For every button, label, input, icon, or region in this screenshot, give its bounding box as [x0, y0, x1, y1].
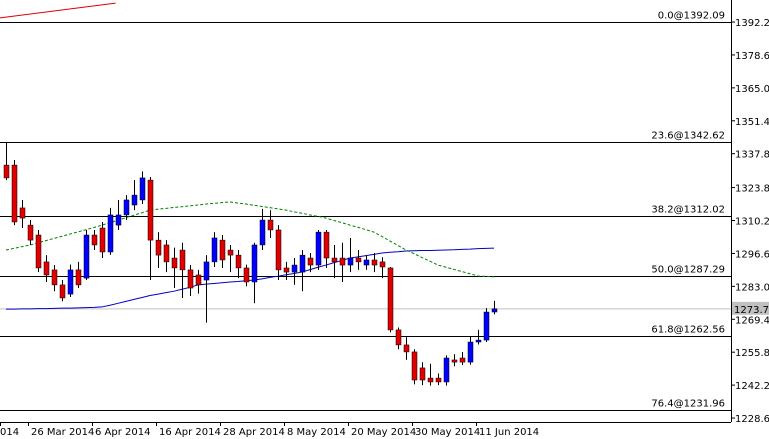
candle-body: [315, 231, 322, 266]
candle-body: [435, 377, 442, 383]
candle-body: [419, 367, 426, 381]
candle-body: [91, 234, 98, 246]
candle-body: [235, 254, 242, 269]
candle-body: [147, 179, 154, 241]
x-tick-label: 28 Apr 2014: [223, 427, 285, 438]
candle-body: [19, 207, 26, 219]
candle-body: [251, 244, 258, 283]
candle-body: [139, 177, 146, 201]
candle-body: [219, 239, 226, 261]
level-label: 0.0@1392.09: [658, 11, 725, 22]
x-tick-label: 20 May 2014: [351, 427, 416, 438]
candle-body: [443, 357, 450, 383]
candle-body: [355, 257, 362, 263]
candle-body: [43, 261, 50, 276]
candle-body: [363, 259, 370, 266]
candle-body: [291, 264, 298, 273]
candle-body: [387, 267, 394, 331]
x-tick-label: 30 May 2014: [415, 427, 480, 438]
moving-average: [5, 201, 495, 278]
candle-body: [347, 257, 354, 266]
candle-body: [195, 274, 202, 286]
trendline: [0, 2, 116, 19]
y-tick-label: 1228.60: [735, 414, 769, 425]
x-tick-label: 16 Apr 2014: [159, 427, 221, 438]
candle-body: [59, 284, 66, 299]
candle-body: [395, 329, 402, 346]
candle-body: [163, 244, 170, 263]
candle-body: [83, 234, 90, 279]
level-label: 76.4@1231.96: [651, 399, 725, 410]
y-tick-label: 1296.60: [735, 249, 769, 260]
candle-body: [131, 194, 138, 206]
y-tick-label: 1351.40: [735, 117, 769, 128]
candle-body: [283, 267, 290, 273]
candle-body: [491, 308, 498, 313]
candle-body: [379, 261, 386, 268]
y-tick-label: 1283.00: [735, 282, 769, 293]
candle-body: [331, 257, 338, 263]
candle-body: [35, 234, 42, 269]
y-tick-label: 1337.80: [735, 150, 769, 161]
candle-body: [323, 231, 330, 259]
candle-body: [307, 257, 314, 266]
level-label: 61.8@1262.56: [651, 325, 725, 336]
y-tick-label: 1310.20: [735, 217, 769, 228]
candle-body: [171, 257, 178, 269]
candle-body: [155, 239, 162, 256]
candle-body: [203, 261, 210, 281]
y-tick-label: 1242.20: [735, 381, 769, 392]
candle-body: [459, 357, 466, 363]
candle-body: [227, 249, 234, 256]
candle-body: [299, 254, 306, 273]
y-tick-label: 1255.80: [735, 348, 769, 359]
y-tick-label: 1365.00: [735, 84, 769, 95]
candle-body: [3, 164, 10, 179]
candle-body: [371, 259, 378, 266]
candle-body: [243, 267, 250, 283]
moving-average: [6, 247, 495, 310]
y-tick-label: 1269.40: [735, 315, 769, 326]
candle-body: [27, 224, 34, 241]
candle-body: [267, 219, 274, 231]
candle-body: [99, 227, 106, 253]
x-tick-label: 11 Jun 2014: [479, 427, 539, 438]
candle-body: [107, 214, 114, 253]
level-label: 50.0@1287.29: [651, 265, 725, 276]
candle-body: [11, 164, 18, 223]
y-tick-label: 1323.80: [735, 184, 769, 195]
x-tick-label: 6 Apr 2014: [95, 427, 150, 438]
price-tag: 1273.72: [734, 305, 769, 316]
candle-body: [483, 311, 490, 341]
x-tick-label: 014: [0, 427, 19, 438]
candle-body: [51, 269, 58, 286]
candle-body: [403, 344, 410, 353]
level-label: 38.2@1312.02: [651, 205, 725, 216]
y-tick-label: 1378.60: [735, 51, 769, 62]
candle-body: [451, 359, 458, 363]
candle-body: [427, 377, 434, 383]
candle-body: [115, 214, 122, 226]
candle-body: [123, 199, 130, 216]
candle-body: [475, 339, 482, 343]
x-tick-label: 26 Mar 2014: [31, 427, 94, 438]
candle-body: [211, 237, 218, 263]
x-tick-label: 8 May 2014: [287, 427, 346, 438]
candle-body: [187, 269, 194, 289]
y-tick-label: 1392.20: [735, 18, 769, 29]
price-tag-box: [732, 301, 769, 315]
level-label: 23.6@1342.62: [651, 131, 725, 142]
candle-body: [75, 269, 82, 286]
candle-body: [179, 249, 186, 271]
candle-body: [259, 219, 266, 246]
candle-body: [275, 229, 282, 271]
candle-body: [339, 257, 346, 266]
candle-body: [467, 341, 474, 363]
candle-body: [67, 269, 74, 295]
candle-body: [411, 351, 418, 381]
